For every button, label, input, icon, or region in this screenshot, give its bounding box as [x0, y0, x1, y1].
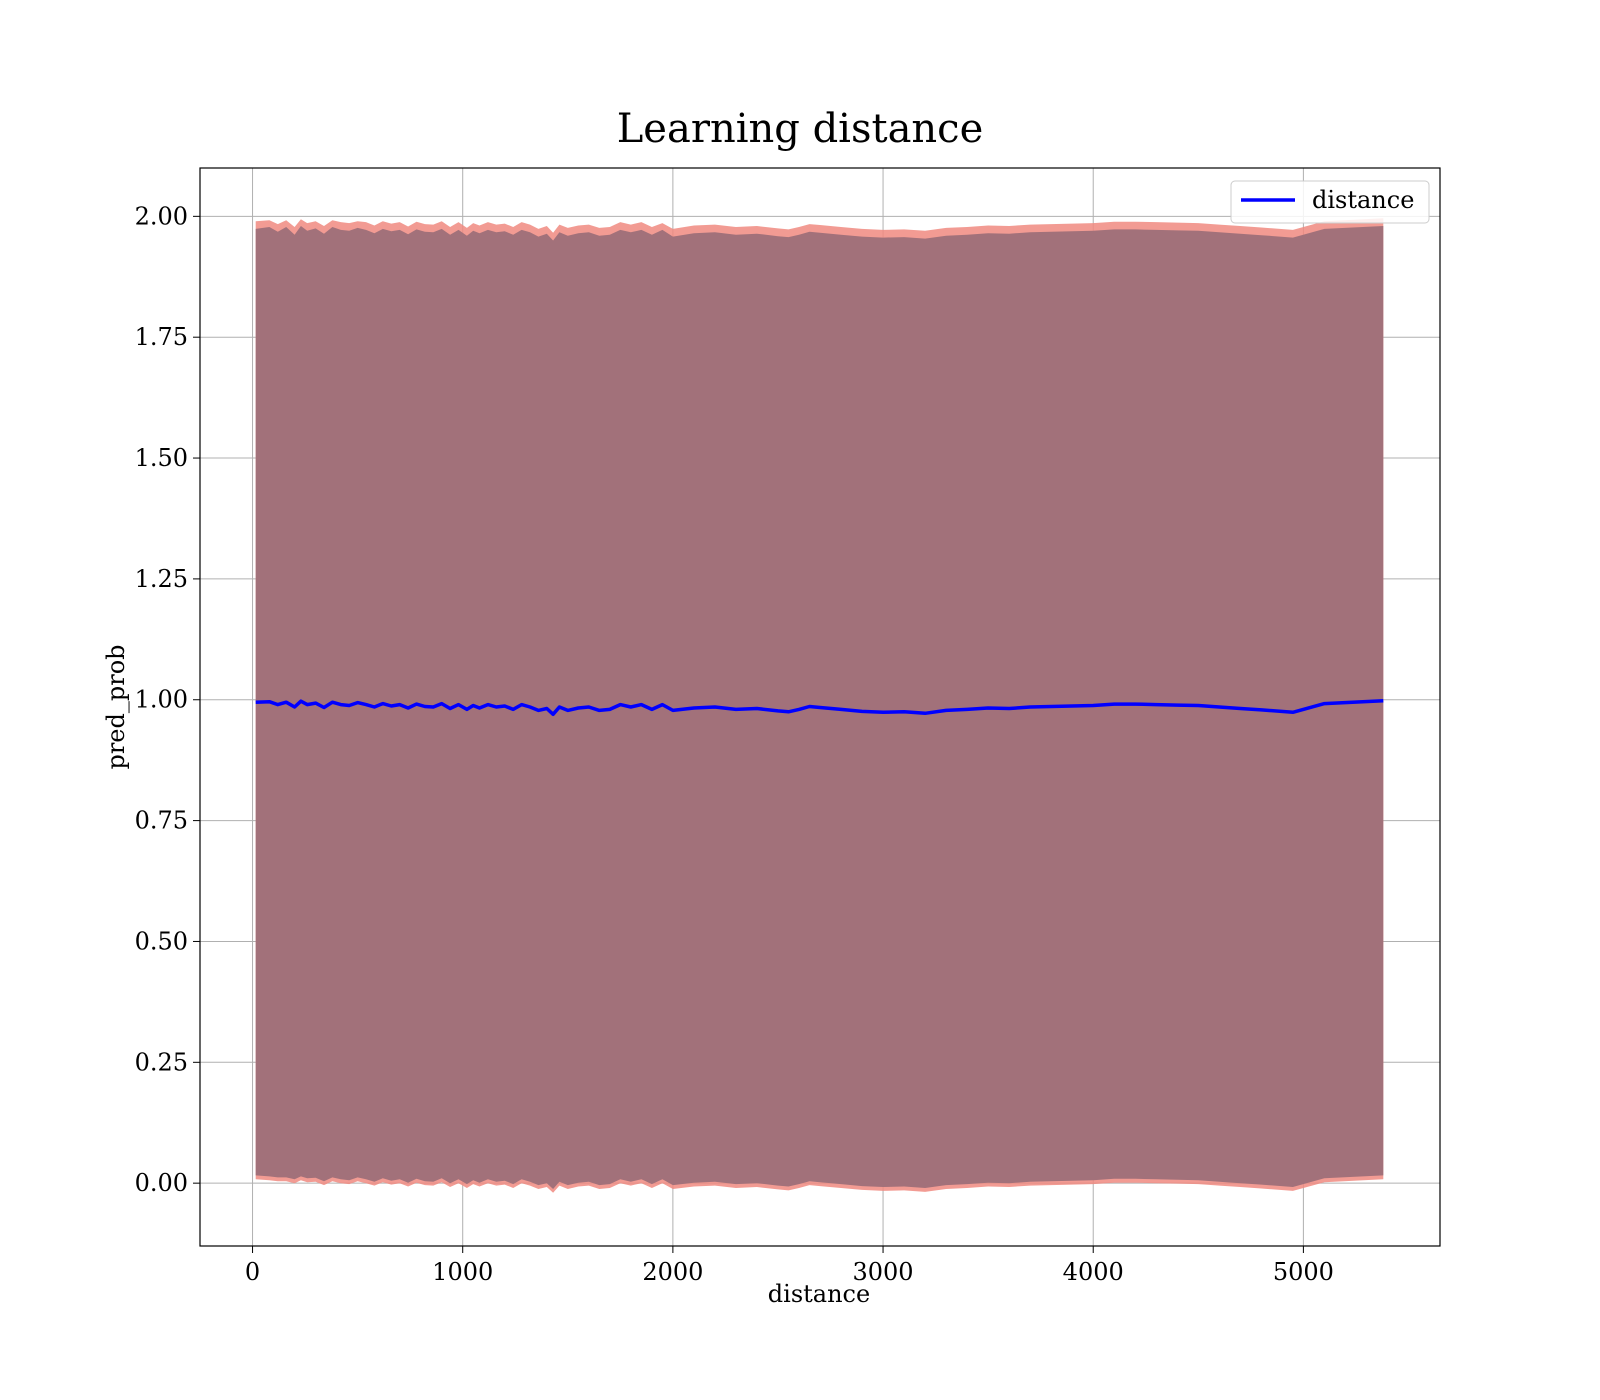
y-tick-label-5: 1.25 [135, 565, 188, 593]
y-tick-label-2: 0.50 [135, 927, 188, 955]
x-tick-label-1: 1000 [432, 1258, 493, 1286]
y-tick-label-0: 0.00 [135, 1169, 188, 1197]
legend-box [1230, 180, 1430, 224]
y-tick-label-6: 1.50 [135, 444, 188, 472]
y-tick-label-3: 0.75 [135, 807, 188, 835]
legend: distance [1230, 180, 1430, 224]
y-axis-label: pred_prob [102, 644, 130, 769]
x-tick-label-4: 4000 [1063, 1258, 1124, 1286]
x-tick-label-3: 3000 [853, 1258, 914, 1286]
x-tick-label-5: 5000 [1273, 1258, 1334, 1286]
plot-area [199, 167, 1441, 1247]
x-tick-label-0: 0 [245, 1258, 260, 1286]
series-line-distance [255, 698, 1384, 717]
chart-title: Learning distance [617, 106, 984, 152]
x-axis-label: distance [768, 1280, 870, 1308]
y-tick-label-8: 2.00 [135, 202, 188, 230]
y-tick-label-7: 1.75 [135, 323, 188, 351]
axis-ticks: 0 1000 2000 3000 4000 5000 0.00 0.25 0.50 0.75 1.0… [135, 202, 1334, 1286]
axes-frame [199, 167, 1441, 1247]
y-tick-label-4: 1.00 [135, 686, 188, 714]
y-tick-label-1: 0.25 [135, 1048, 188, 1076]
x-tick-label-2: 2000 [642, 1258, 703, 1286]
legend-label-distance: distance [1312, 186, 1414, 214]
